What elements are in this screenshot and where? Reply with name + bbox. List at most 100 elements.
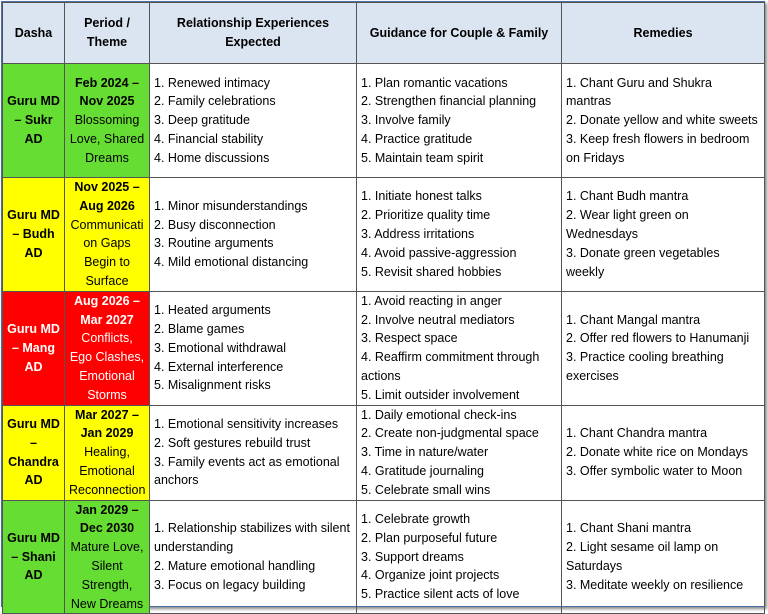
period-theme: Conflicts, Ego Clashes, Emotional Storms (69, 331, 145, 402)
guidance-item: 3. Support dreams (361, 549, 464, 564)
guidance-item: 1. Celebrate growth (361, 511, 471, 526)
guidance-item: 2. Plan purposeful future (361, 530, 498, 545)
guidance-item: 3. Involve family (361, 113, 451, 128)
experiences-item: 4. External interference (154, 359, 284, 374)
guidance-item: 1. Daily emotional check-ins (361, 407, 517, 422)
table-row: Guru MD – Budh AD Nov 2025 – Aug 2026 Comm… (2, 177, 765, 292)
experiences-item: 1. Relationship stabilizes with silent u… (154, 521, 350, 555)
remedies-item: 2. Offer red flowers to Hanumanji (566, 331, 750, 346)
header-cell: Remedies (561, 2, 765, 64)
period-cell: Mar 2027 – Jan 2029 Healing, Emotional Re… (64, 404, 150, 501)
period-cell: Jan 2029 – Dec 2030 Mature Love, Silent S… (64, 499, 150, 614)
guidance-item: 5. Celebrate small wins (361, 482, 491, 497)
experiences-item: 1. Renewed intimacy (154, 75, 271, 90)
remedies-item: 2. Light sesame oil lamp on Saturdays (566, 540, 719, 573)
period-theme: Communicati on Gaps Begin to Surface (70, 217, 144, 288)
experiences-item: 1. Emotional sensitivity increases (154, 416, 339, 431)
period-cell: Aug 2026 – Mar 2027 Conflicts, Ego Clashe… (64, 290, 150, 406)
remedies-cell: 1. Chant Chandra mantra 2. Donate white r… (561, 404, 765, 501)
dasha-cell: Guru MD – Mang AD (2, 290, 65, 406)
remedies-item: 2. Wear light green on Wednesdays (566, 208, 689, 241)
period-date: Mar 2027 – Jan 2029 (75, 407, 139, 441)
guidance-cell: 1. Initiate honest talks 2. Prioritize qu… (356, 177, 562, 292)
header-cell: Guidance for Couple & Family (356, 2, 562, 64)
period-theme: Mature Love, Silent Strength, New Dreams (70, 540, 144, 611)
remedies-item: 2. Donate yellow and white sweets (566, 113, 758, 128)
remedies-item: 3. Practice cooling breathing exercises (566, 350, 724, 383)
dasha-cell: Guru MD – Chandra AD (2, 404, 65, 501)
guidance-item: 2. Strengthen financial planning (361, 94, 537, 109)
dasha-cell: Guru MD – Budh AD (2, 177, 65, 292)
experiences-item: 1. Heated arguments (154, 303, 271, 318)
remedies-item: 1. Chant Budh mantra (566, 189, 689, 204)
guidance-item: 5. Practice silent acts of love (361, 587, 520, 602)
header-row: Dasha Period / Theme Relationship Experien… (2, 2, 765, 64)
period-theme: Blossoming Love, Shared Dreams (69, 113, 145, 165)
remedies-item: 1. Chant Chandra mantra (566, 426, 708, 441)
experiences-item: 2. Blame games (154, 321, 245, 336)
guidance-item: 1. Initiate honest talks (361, 189, 482, 204)
experiences-item: 3. Focus on legacy building (154, 577, 306, 592)
table-row: Guru MD – Mang AD Aug 2026 – Mar 2027 Conf… (2, 290, 765, 406)
experiences-item: 3. Family events act as emotional anchor… (154, 454, 340, 488)
guidance-item: 5. Maintain team spirit (361, 150, 484, 165)
period-theme: Healing, Emotional Reconnection (69, 445, 146, 497)
guidance-cell: 1. Avoid reacting in anger 2. Involve neu… (356, 290, 562, 406)
table-row: Guru MD – Chandra AD Mar 2027 – Jan 2029 H… (2, 404, 765, 501)
guidance-item: 3. Respect space (361, 331, 458, 346)
guidance-item: 2. Prioritize quality time (361, 208, 491, 223)
experiences-item: 5. Misalignment risks (154, 378, 271, 393)
remedies-item: 3. Keep fresh flowers in bedroom on Frid… (566, 131, 750, 165)
experiences-item: 3. Deep gratitude (154, 113, 250, 128)
period-cell: Nov 2025 – Aug 2026 Communicati on Gaps B… (64, 177, 150, 292)
remedies-cell: 1. Chant Shani mantra 2. Light sesame oil… (561, 499, 765, 614)
guidance-item: 4. Gratitude journaling (361, 463, 484, 478)
remedies-item: 1. Chant Guru and Shukra mantras (566, 75, 712, 109)
period-date: Nov 2025 – Aug 2026 (74, 180, 140, 213)
guidance-item: 4. Organize joint projects (361, 568, 500, 583)
guidance-item: 2. Create non-judgmental space (361, 426, 539, 441)
guidance-item: 3. Address irritations (361, 226, 475, 241)
header-cell: Dasha (2, 2, 65, 64)
header-cell: Relationship Experiences Expected (149, 2, 357, 64)
table-row: Guru MD – Sukr AD Feb 2024 – Nov 2025 Blos… (2, 63, 765, 178)
guidance-item: 4. Avoid passive-aggression (361, 245, 517, 260)
guidance-cell: 1. Plan romantic vacations 2. Strengthen … (356, 63, 562, 178)
period-date: Jan 2029 – Dec 2030 (75, 502, 139, 536)
period-date: Aug 2026 – Mar 2027 (73, 293, 140, 327)
guidance-cell: 1. Daily emotional check-ins 2. Create no… (356, 404, 562, 501)
remedies-item: 1. Chant Shani mantra (566, 521, 692, 536)
guidance-item: 1. Plan romantic vacations (361, 75, 508, 90)
experiences-item: 3. Emotional withdrawal (154, 340, 287, 355)
dasha-cell: Guru MD – Shani AD (2, 499, 65, 614)
guidance-cell: 1. Celebrate growth 2. Plan purposeful fu… (356, 499, 562, 614)
remedies-item: 1. Chant Mangal mantra (566, 312, 701, 327)
remedies-item: 3. Meditate weekly on resilience (566, 577, 744, 592)
period-cell: Feb 2024 – Nov 2025 Blossoming Love, Shar… (64, 63, 150, 178)
experiences-item: 3. Routine arguments (154, 236, 274, 251)
experiences-item: 2. Busy disconnection (154, 217, 276, 232)
experiences-item: 2. Mature emotional handling (154, 558, 316, 573)
remedies-item: 3. Offer symbolic water to Moon (566, 463, 743, 478)
remedies-item: 3. Donate green vegetables weekly (566, 245, 720, 279)
experiences-item: 2. Soft gestures rebuild trust (154, 435, 311, 450)
experiences-cell: 1. Minor misunderstandings 2. Busy discon… (149, 177, 357, 292)
remedies-cell: 1. Chant Guru and Shukra mantras 2. Donat… (561, 63, 765, 178)
guidance-item: 5. Revisit shared hobbies (361, 264, 502, 279)
guidance-item: 1. Avoid reacting in anger (361, 293, 502, 308)
table-body: Guru MD – Sukr AD Feb 2024 – Nov 2025 Blos… (2, 63, 765, 614)
experiences-item: 2. Family celebrations (154, 94, 276, 109)
table-row: Guru MD – Shani AD Jan 2029 – Dec 2030 Mat… (2, 499, 765, 614)
experiences-cell: 1. Emotional sensitivity increases 2. Sof… (149, 404, 357, 501)
header-cell: Period / Theme (64, 2, 150, 64)
experiences-item: 4. Home discussions (154, 150, 270, 165)
experiences-item: 4. Mild emotional distancing (154, 255, 309, 270)
experiences-item: 4. Financial stability (154, 131, 264, 146)
experiences-cell: 1. Heated arguments 2. Blame games 3. Emot… (149, 290, 357, 406)
guidance-item: 5. Limit outsider involvement (361, 387, 520, 402)
experiences-cell: 1. Relationship stabilizes with silent u… (149, 499, 357, 614)
guidance-item: 3. Time in nature/water (361, 445, 489, 460)
period-date: Feb 2024 – Nov 2025 (75, 75, 139, 109)
